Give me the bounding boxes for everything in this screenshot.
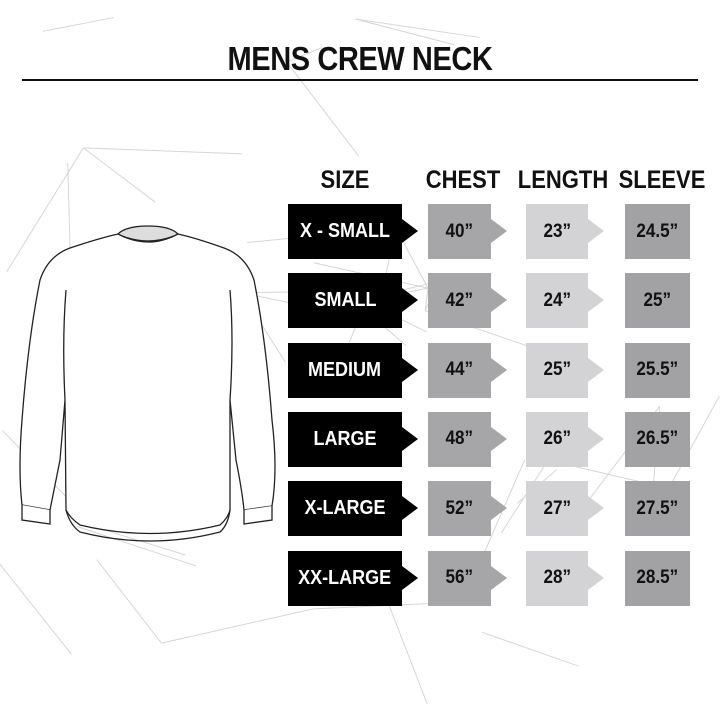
arrow-pointer xyxy=(588,565,604,590)
size-label: LARGE xyxy=(288,411,402,467)
chest-cell: 44” xyxy=(428,342,491,398)
size-label: MEDIUM xyxy=(288,342,402,398)
arrow-pointer xyxy=(491,288,507,313)
background-line xyxy=(481,631,579,667)
sleeve-cell: 27.5” xyxy=(625,481,690,537)
chest-cell-value: 56” xyxy=(445,567,474,588)
sleeve-cell-value: 26.5” xyxy=(636,428,679,450)
arrow-pointer xyxy=(402,219,418,243)
sleeve-cell: 25” xyxy=(625,273,690,329)
size-label-value: X - SMALL xyxy=(300,220,390,242)
sweatshirt-illustration xyxy=(19,225,276,542)
background-line xyxy=(161,608,314,644)
length-cell: 27” xyxy=(526,481,588,537)
header-size: SIZE xyxy=(320,166,370,194)
arrow-pointer xyxy=(402,496,418,521)
length-cell: 24” xyxy=(526,273,588,329)
size-label: XX-LARGE xyxy=(288,550,402,606)
chest-cell: 40” xyxy=(428,204,491,259)
page-title: MENS CREW NECK xyxy=(227,40,493,77)
arrow-pointer xyxy=(491,496,507,521)
length-cell-value: 27” xyxy=(543,497,571,519)
background-line xyxy=(500,459,549,534)
arrow-pointer xyxy=(491,565,507,590)
header-sleeve: SLEEVE xyxy=(618,166,706,194)
sleeve-cell-value: 25” xyxy=(643,289,672,311)
size-label-value: XX-LARGE xyxy=(298,566,392,589)
background-line xyxy=(387,602,428,704)
length-cell-value: 25” xyxy=(543,359,571,381)
title-divider xyxy=(22,79,698,81)
sleeve-cell: 26.5” xyxy=(625,411,690,467)
chest-cell-value: 44” xyxy=(445,359,474,381)
length-cell: 28” xyxy=(526,550,588,606)
length-cell-value: 26” xyxy=(543,428,571,450)
chest-cell-value: 42” xyxy=(445,289,474,311)
header-length: LENGTH xyxy=(517,166,609,194)
sleeve-cell-value: 28.5” xyxy=(636,567,679,588)
size-label: X-LARGE xyxy=(288,481,402,537)
arrow-pointer xyxy=(402,426,418,451)
size-label-value: MEDIUM xyxy=(308,358,382,381)
arrow-pointer xyxy=(491,426,507,451)
background-line xyxy=(286,47,323,63)
length-cell-value: 23” xyxy=(543,220,571,242)
sleeve-cell: 28.5” xyxy=(625,550,690,606)
sleeve-cell-value: 24.5” xyxy=(636,220,679,242)
background-line xyxy=(76,525,197,567)
chest-cell-value: 52” xyxy=(445,497,474,519)
chest-cell: 42” xyxy=(428,273,491,329)
length-cell: 23” xyxy=(526,204,588,259)
background-line xyxy=(286,61,360,157)
arrow-pointer xyxy=(588,426,604,451)
arrow-pointer xyxy=(588,496,604,521)
arrow-pointer xyxy=(402,288,418,313)
sleeve-cell-value: 27.5” xyxy=(636,497,679,519)
length-cell-value: 28” xyxy=(543,567,571,588)
background-line xyxy=(83,147,156,203)
background-line xyxy=(424,288,429,311)
size-label: SMALL xyxy=(288,273,402,329)
sleeve-cell: 25.5” xyxy=(625,342,690,398)
chest-cell-value: 48” xyxy=(445,428,474,450)
chest-cell-value: 40” xyxy=(445,220,474,242)
chest-cell: 52” xyxy=(428,481,491,537)
arrow-pointer xyxy=(491,219,507,243)
background-line xyxy=(83,147,243,155)
size-label-value: X-LARGE xyxy=(304,497,386,520)
arrow-pointer xyxy=(402,565,418,590)
arrow-pointer xyxy=(402,357,418,382)
sleeve-cell: 24.5” xyxy=(625,204,690,259)
size-label-value: LARGE xyxy=(313,427,377,450)
header-chest: CHEST xyxy=(425,166,501,194)
background-line xyxy=(0,563,72,655)
arrow-pointer xyxy=(588,288,604,313)
background-line xyxy=(355,18,480,38)
arrow-pointer xyxy=(588,219,604,243)
chest-cell: 48” xyxy=(428,411,491,467)
background-line xyxy=(96,559,162,644)
size-label: X - SMALL xyxy=(288,204,402,259)
arrow-pointer xyxy=(491,357,507,382)
length-cell: 25” xyxy=(526,342,588,398)
background-line xyxy=(6,147,84,273)
sleeve-cell-value: 25.5” xyxy=(636,359,679,381)
size-label-value: SMALL xyxy=(313,289,376,312)
length-cell: 26” xyxy=(526,411,588,467)
length-cell-value: 24” xyxy=(543,289,571,311)
chest-cell: 56” xyxy=(428,550,491,606)
background-line xyxy=(42,17,115,32)
background-line xyxy=(355,18,455,46)
arrow-pointer xyxy=(588,357,604,382)
